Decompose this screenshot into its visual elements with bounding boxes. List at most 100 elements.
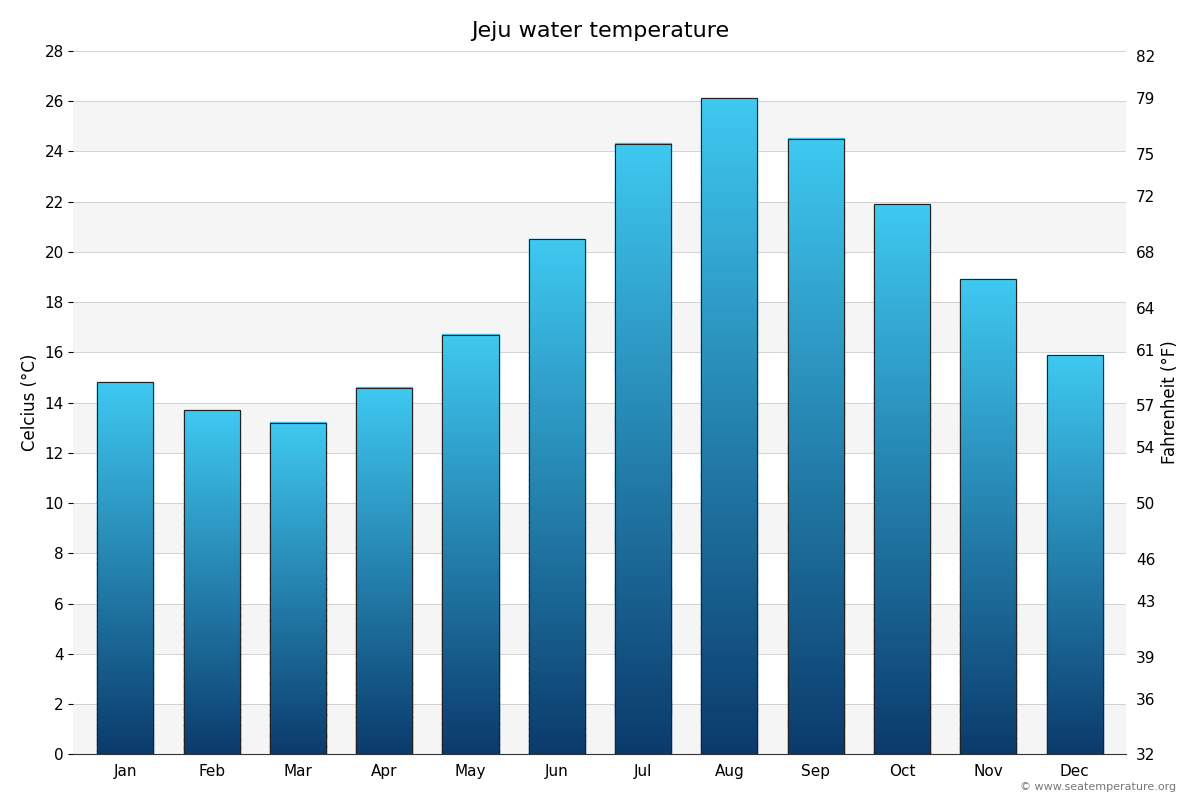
- Bar: [443, 577, 498, 578]
- Bar: [787, 397, 844, 399]
- Bar: [184, 752, 240, 754]
- Bar: [443, 689, 498, 690]
- Bar: [97, 463, 154, 464]
- Bar: [616, 434, 671, 437]
- Bar: [270, 576, 326, 578]
- Bar: [960, 363, 1016, 365]
- Bar: [1046, 561, 1103, 562]
- Bar: [960, 406, 1016, 408]
- Bar: [701, 627, 757, 630]
- Bar: [960, 428, 1016, 430]
- Bar: [874, 230, 930, 231]
- Bar: [787, 491, 844, 494]
- Bar: [97, 554, 154, 556]
- Bar: [529, 308, 584, 310]
- Bar: [184, 530, 240, 532]
- Bar: [874, 494, 930, 496]
- Bar: [529, 527, 584, 530]
- Bar: [184, 499, 240, 501]
- Bar: [874, 598, 930, 600]
- Bar: [616, 646, 671, 649]
- Bar: [97, 590, 154, 592]
- Bar: [184, 469, 240, 470]
- Bar: [874, 442, 930, 444]
- Bar: [874, 277, 930, 279]
- Bar: [184, 486, 240, 487]
- Bar: [97, 402, 154, 403]
- Bar: [529, 517, 584, 519]
- Bar: [529, 458, 584, 461]
- Bar: [616, 441, 671, 443]
- Bar: [701, 142, 757, 144]
- Bar: [1046, 652, 1103, 654]
- Bar: [960, 455, 1016, 457]
- Bar: [97, 719, 154, 721]
- Bar: [529, 684, 584, 686]
- Bar: [960, 438, 1016, 439]
- Bar: [529, 629, 584, 630]
- Bar: [356, 572, 413, 574]
- Bar: [701, 520, 757, 522]
- Bar: [443, 452, 498, 454]
- Bar: [529, 473, 584, 474]
- Bar: [97, 746, 154, 747]
- Bar: [701, 361, 757, 363]
- Bar: [529, 620, 584, 622]
- Bar: [701, 269, 757, 271]
- Bar: [529, 554, 584, 555]
- Bar: [616, 353, 671, 355]
- Bar: [529, 277, 584, 278]
- Bar: [529, 292, 584, 294]
- Bar: [616, 380, 671, 382]
- Bar: [616, 740, 671, 742]
- Bar: [270, 503, 326, 505]
- Bar: [97, 421, 154, 422]
- Bar: [356, 731, 413, 733]
- Bar: [270, 536, 326, 538]
- Bar: [356, 715, 413, 717]
- Bar: [701, 140, 757, 142]
- Bar: [529, 428, 584, 430]
- Bar: [529, 612, 584, 614]
- Bar: [184, 460, 240, 462]
- Bar: [787, 490, 844, 492]
- Bar: [529, 268, 584, 270]
- Bar: [529, 323, 584, 325]
- Bar: [443, 715, 498, 717]
- Bar: [616, 318, 671, 321]
- Bar: [529, 575, 584, 578]
- Bar: [960, 463, 1016, 465]
- Bar: [787, 520, 844, 522]
- Bar: [270, 644, 326, 645]
- Bar: [443, 372, 498, 374]
- Bar: [874, 217, 930, 218]
- Bar: [270, 498, 326, 500]
- Bar: [270, 478, 326, 479]
- Bar: [270, 462, 326, 464]
- Bar: [529, 672, 584, 674]
- Bar: [97, 477, 154, 478]
- Bar: [960, 745, 1016, 746]
- Bar: [960, 650, 1016, 651]
- Bar: [529, 515, 584, 518]
- Bar: [356, 517, 413, 518]
- Bar: [787, 305, 844, 307]
- Bar: [529, 388, 584, 390]
- Bar: [701, 278, 757, 280]
- Bar: [184, 541, 240, 542]
- Bar: [184, 515, 240, 517]
- Bar: [270, 582, 326, 583]
- Bar: [270, 620, 326, 622]
- Bar: [960, 610, 1016, 612]
- Bar: [1046, 382, 1103, 384]
- Bar: [529, 734, 584, 735]
- Bar: [616, 599, 671, 602]
- Bar: [443, 482, 498, 483]
- Bar: [270, 646, 326, 647]
- Bar: [97, 418, 154, 420]
- Bar: [701, 299, 757, 302]
- Bar: [874, 224, 930, 226]
- Bar: [356, 570, 413, 572]
- Bar: [97, 594, 154, 596]
- Bar: [616, 268, 671, 270]
